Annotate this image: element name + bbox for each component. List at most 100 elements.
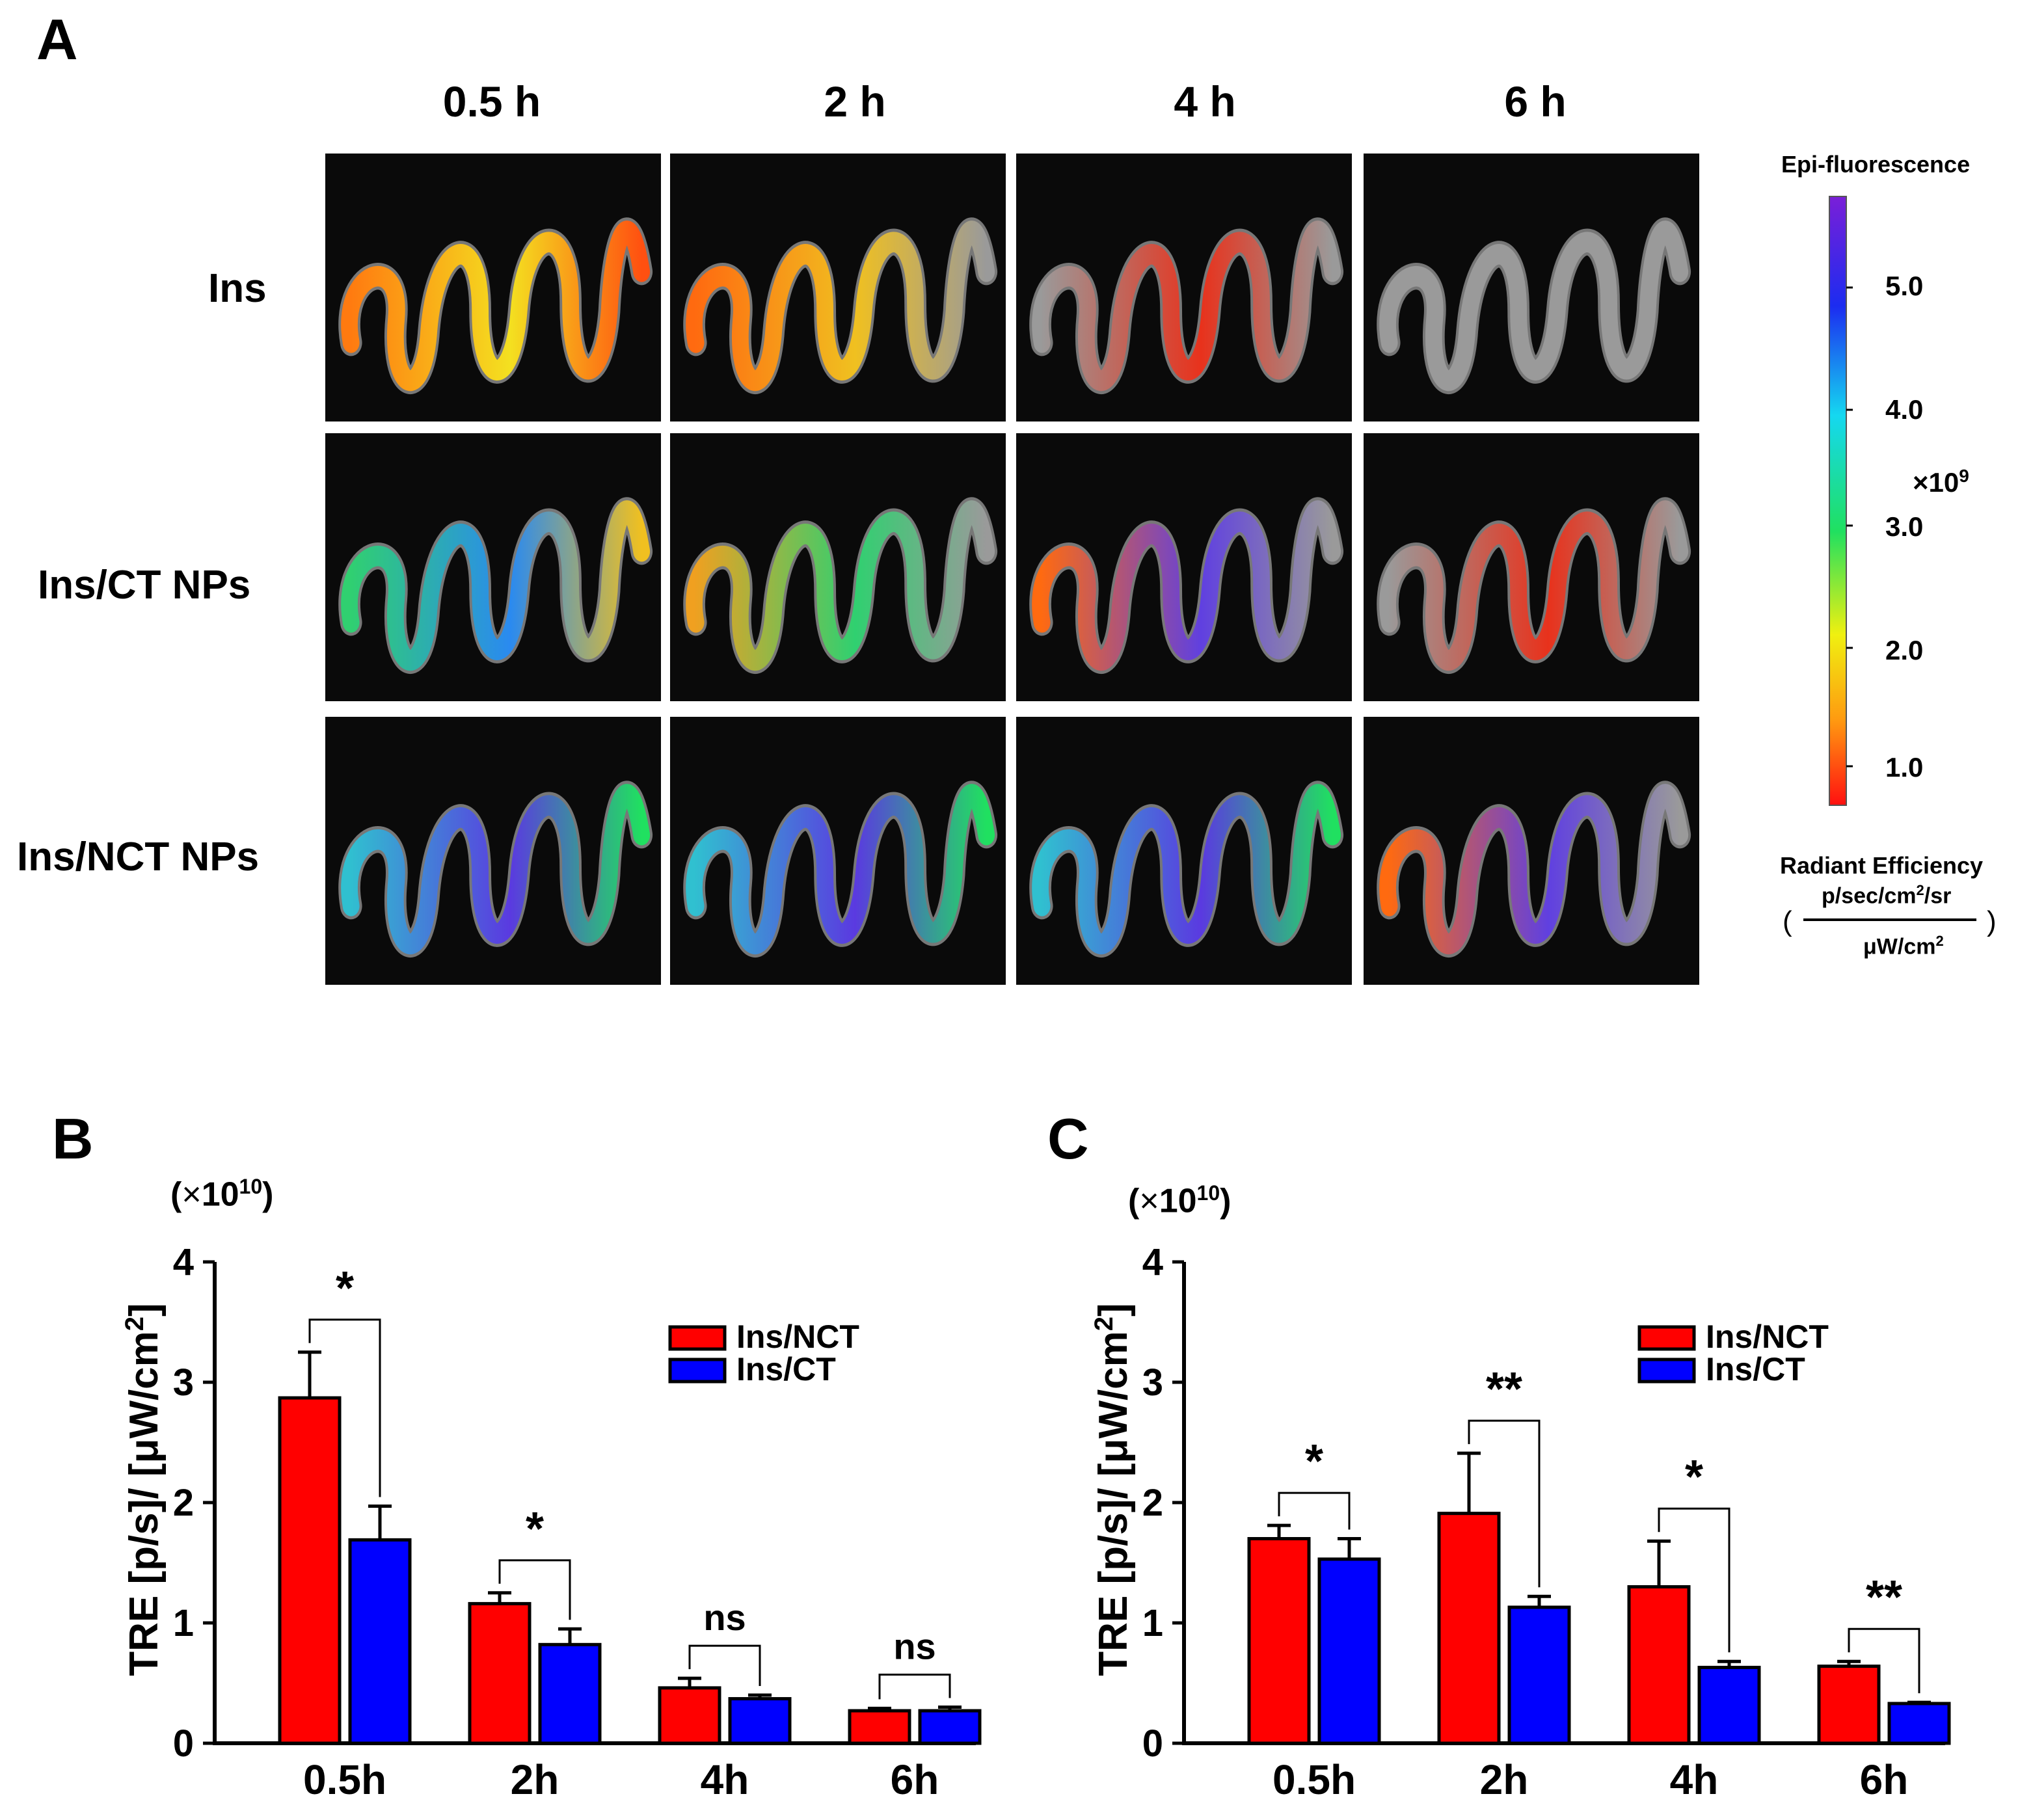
bar-ins-nct	[1247, 1537, 1311, 1745]
panel-b-bar-chart: TRE [p/s]/ [μW/cm2] 0 1 2 3 4 * 0.5h * 2h ns 4h ns 6h…	[120, 1241, 982, 1803]
y-tick-label: 0	[1142, 1722, 1163, 1765]
bar-ins-ct	[1317, 1557, 1381, 1745]
fluorescence-image	[1364, 717, 1699, 985]
row-label-ins: Ins	[208, 266, 267, 311]
bar-ins-ct	[728, 1697, 792, 1745]
fluorescence-image	[670, 154, 1006, 422]
colorbar-multiplier: ×109	[1913, 466, 1969, 498]
timepoint-label: 2 h	[824, 77, 886, 126]
y-tick-label: 3	[173, 1361, 194, 1404]
legend-swatch	[668, 1325, 727, 1351]
fluorescence-image	[325, 433, 661, 701]
fluorescence-image	[1016, 717, 1352, 985]
bar-ins-ct	[538, 1642, 602, 1745]
bar-ins-nct	[278, 1396, 342, 1745]
panel-b-letter: B	[52, 1106, 94, 1171]
significance-label: *	[336, 1263, 354, 1315]
colorbar	[1829, 196, 1853, 806]
bar-ins-nct	[658, 1686, 721, 1745]
legend-label: Ins/CT	[1706, 1351, 1805, 1387]
colorbar-tick-label: 1.0	[1885, 752, 1924, 783]
bar-ins-ct	[918, 1709, 982, 1745]
significance-label: ns	[893, 1626, 936, 1667]
significance-label: ns	[703, 1597, 746, 1638]
x-tick-label: 2h	[1480, 1756, 1529, 1803]
significance-bracket	[1278, 1492, 1351, 1530]
panel-c-scale-factor: (×1010)	[1128, 1181, 1232, 1220]
fluorescence-image	[325, 717, 661, 985]
fluorescence-image	[1016, 433, 1352, 701]
y-tick-label: 4	[173, 1241, 194, 1283]
legend-swatch	[1637, 1325, 1696, 1351]
colorbar-unit-fraction: ( p/sec/cm2/sr μW/cm2 )	[1783, 882, 2004, 993]
legend-swatch	[1637, 1358, 1696, 1384]
x-tick-label: 0.5h	[303, 1756, 386, 1803]
bar-ins-nct	[1817, 1665, 1881, 1745]
y-axis-label: TRE [p/s]/ [μW/cm2]	[1090, 1303, 1136, 1676]
significance-label: *	[1305, 1436, 1323, 1488]
bar-ins-nct	[1627, 1585, 1691, 1745]
legend-swatch	[668, 1358, 727, 1384]
significance-bracket	[308, 1318, 381, 1497]
colorbar-tick-label: 4.0	[1885, 394, 1924, 425]
y-axis-label: TRE [p/s]/ [μW/cm2]	[120, 1303, 167, 1676]
panel-b-scale-factor: (×1010)	[170, 1175, 274, 1214]
y-tick-label: 2	[1142, 1482, 1163, 1524]
x-tick-label: 2h	[511, 1756, 559, 1803]
x-tick-label: 0.5h	[1272, 1756, 1356, 1803]
x-tick-label: 6h	[1860, 1756, 1909, 1803]
significance-bracket	[1658, 1507, 1730, 1653]
unit-numerator: p/sec/cm2/sr	[1822, 882, 1952, 909]
legend-label: Ins/CT	[736, 1351, 836, 1387]
fluorescence-image	[1364, 433, 1699, 701]
row-label-ins-nct: Ins/NCT NPs	[17, 835, 260, 879]
timepoint-label: 6 h	[1504, 77, 1567, 126]
bar-ins-nct	[848, 1709, 911, 1745]
significance-bracket	[1468, 1419, 1541, 1588]
x-tick-label: 4h	[701, 1756, 749, 1803]
bar-ins-ct	[1887, 1702, 1951, 1745]
bar-ins-nct	[468, 1601, 532, 1745]
unit-paren-open: (	[1783, 905, 1792, 937]
bar-ins-ct	[1507, 1605, 1571, 1745]
colorbar-title: Epi-fluorescence	[1781, 151, 1971, 178]
significance-label: **	[1866, 1572, 1902, 1624]
x-tick-label: 6h	[891, 1756, 939, 1803]
significance-bracket	[1848, 1627, 1920, 1694]
significance-label: **	[1486, 1363, 1522, 1415]
bar-ins-nct	[1437, 1512, 1501, 1745]
y-tick-label: 1	[1142, 1602, 1163, 1644]
timepoint-label: 0.5 h	[442, 77, 541, 126]
legend-label: Ins/NCT	[736, 1318, 859, 1355]
panel-c-bar-chart: TRE [p/s]/ [μW/cm2] 0 1 2 3 4 * 0.5h ** 2h * 4h ** 6h…	[1090, 1241, 1951, 1803]
colorbar-unit-title: Radiant Efficiency	[1780, 852, 1984, 879]
bar-ins-ct	[348, 1538, 412, 1745]
fluorescence-image	[325, 154, 661, 422]
legend-label: Ins/NCT	[1706, 1318, 1829, 1355]
colorbar-tick-label: 2.0	[1885, 635, 1924, 665]
y-tick-label: 1	[173, 1602, 194, 1644]
significance-label: *	[526, 1503, 544, 1555]
panel-a-letter: A	[36, 7, 78, 72]
timepoint-label: 4 h	[1174, 77, 1236, 126]
y-tick-label: 4	[1142, 1241, 1163, 1283]
y-tick-label: 0	[173, 1722, 194, 1765]
bar-ins-ct	[1697, 1665, 1761, 1745]
colorbar-tick-label: 5.0	[1885, 271, 1924, 301]
significance-label: *	[1685, 1451, 1703, 1503]
fluorescence-image	[1016, 154, 1352, 422]
colorbar-tick-label: 3.0	[1885, 511, 1924, 542]
fluorescence-image	[1364, 154, 1699, 422]
significance-bracket	[688, 1644, 761, 1686]
fluorescence-image	[670, 717, 1006, 985]
x-tick-label: 4h	[1670, 1756, 1719, 1803]
y-tick-label: 3	[1142, 1361, 1163, 1404]
significance-bracket	[498, 1559, 571, 1620]
fluorescence-image	[670, 433, 1006, 701]
y-tick-label: 2	[173, 1482, 194, 1524]
row-label-ins-ct: Ins/CT NPs	[38, 563, 251, 608]
unit-paren-close: )	[1987, 905, 1997, 937]
unit-denominator: μW/cm2	[1863, 933, 1944, 959]
panel-c-letter: C	[1047, 1106, 1089, 1171]
unit-fraction-bar	[1803, 918, 1976, 921]
